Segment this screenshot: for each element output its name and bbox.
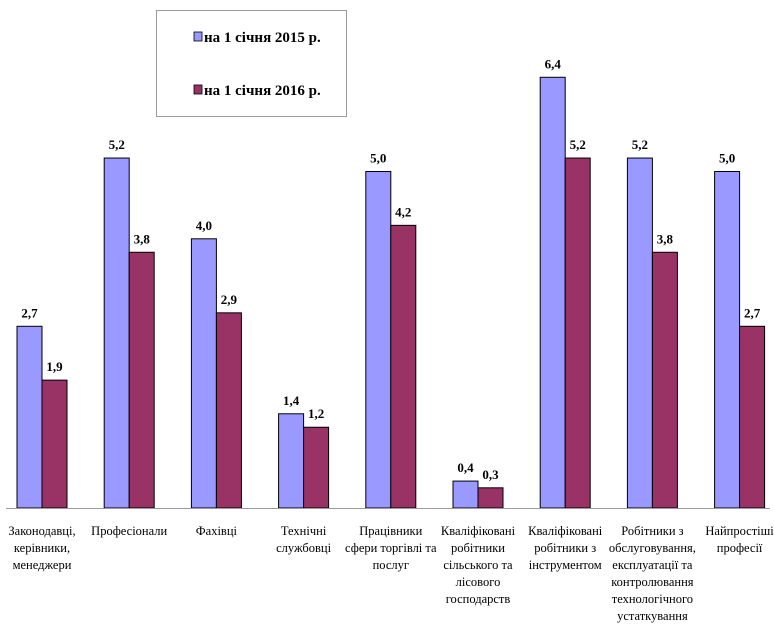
category-labels-group: Законодавці, керівники, менеджери Професіон…	[8, 524, 774, 623]
category-label-8: Робітники з обслуговування, експлуатації т…	[609, 524, 696, 623]
value-labels-group: 2,7 5,2 4,0 1,4 5,0 0,4 6,4 5,2 5,0 1,9 3,8 2,9 1,2 4…	[21, 56, 760, 482]
value-label-series1-cat3: 4,0	[196, 218, 212, 233]
bar-series2-cat7	[564, 157, 591, 509]
bar-series1-cat7	[539, 76, 566, 509]
value-label-series2-cat5: 4,2	[395, 204, 411, 219]
value-label-series1-cat5: 5,0	[370, 151, 386, 166]
legend-box	[156, 10, 347, 117]
bar-series2-cat8	[651, 251, 678, 509]
bar-series1-cat1	[16, 325, 43, 509]
category-label-4: Технічні службовці	[276, 524, 332, 555]
bar-series2-cat1	[41, 379, 68, 509]
value-label-series2-cat6: 0,3	[482, 467, 499, 482]
legend: на 1 січня 2015 р. на 1 січня 2016 р.	[156, 10, 347, 117]
category-label-5: Працівники сфери торгівлі та послуг	[345, 524, 437, 572]
category-label-2: Професіонали	[91, 524, 167, 538]
value-label-series1-cat7: 6,4	[545, 56, 562, 71]
legend-label-series2: на 1 січня 2016 р.	[204, 83, 321, 99]
value-label-series1-cat4: 1,4	[283, 393, 300, 408]
bars-group	[16, 76, 766, 509]
bar-series1-cat9	[714, 171, 741, 509]
bar-series1-cat2	[103, 157, 130, 509]
value-label-series1-cat2: 5,2	[109, 137, 125, 152]
bar-series1-cat8	[626, 157, 653, 509]
legend-swatch-series1	[193, 31, 203, 42]
value-label-series2-cat4: 1,2	[308, 406, 324, 421]
bar-series2-cat4	[303, 426, 330, 509]
value-label-series1-cat1: 2,7	[21, 305, 38, 320]
category-label-6: Кваліфіковані робітники сільського та лісов…	[441, 524, 516, 606]
bar-series1-cat3	[190, 238, 217, 509]
value-label-series1-cat8: 5,2	[632, 137, 648, 152]
value-label-series1-cat6: 0,4	[457, 460, 474, 475]
bar-series2-cat3	[215, 312, 242, 509]
value-label-series2-cat2: 3,8	[134, 231, 151, 246]
bar-series1-cat6	[452, 480, 479, 509]
value-label-series2-cat8: 3,8	[657, 231, 674, 246]
bar-series1-cat4	[278, 413, 305, 509]
value-label-series2-cat7: 5,2	[570, 137, 586, 152]
bar-series2-cat6	[477, 487, 504, 509]
value-label-series2-cat9: 2,7	[744, 305, 761, 320]
value-label-series2-cat1: 1,9	[46, 359, 63, 374]
category-label-9: Найпростіші професії	[705, 524, 774, 555]
value-label-series1-cat9: 5,0	[719, 151, 735, 166]
category-label-1: Законодавці, керівники, менеджери	[8, 524, 75, 572]
bar-series1-cat5	[365, 171, 392, 509]
bar-series2-cat5	[390, 224, 417, 509]
legend-swatch-series2	[193, 84, 203, 95]
value-label-series2-cat3: 2,9	[221, 292, 238, 307]
category-label-7: Кваліфіковані робітники з інструментом	[528, 524, 603, 572]
bar-series2-cat2	[128, 251, 155, 509]
category-label-3: Фахівці	[196, 524, 238, 538]
bar-series2-cat9	[739, 325, 766, 509]
legend-label-series1: на 1 січня 2015 р.	[204, 30, 321, 46]
